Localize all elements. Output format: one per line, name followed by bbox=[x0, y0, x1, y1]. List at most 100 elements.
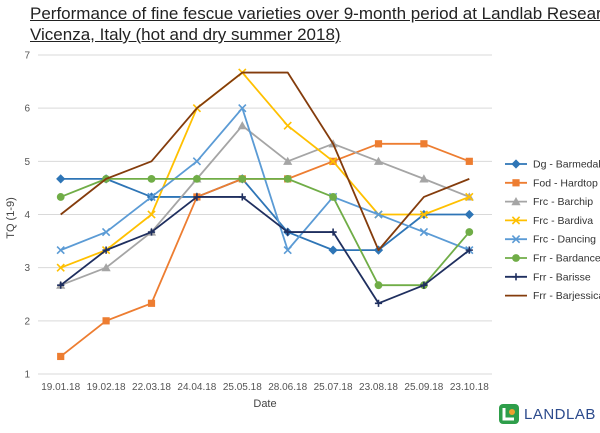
data-point bbox=[102, 317, 110, 325]
data-point bbox=[57, 352, 65, 361]
data-point bbox=[284, 228, 292, 236]
data-point bbox=[56, 245, 65, 255]
series-line bbox=[60, 142, 470, 358]
y-tick-label: 4 bbox=[24, 210, 30, 221]
data-point bbox=[193, 174, 201, 183]
data-point bbox=[328, 157, 338, 166]
data-point bbox=[56, 193, 65, 201]
legend-label: Frc - Bardiva bbox=[533, 215, 593, 227]
legend-item: Fod - Hardtop bbox=[505, 177, 598, 189]
data-point bbox=[147, 174, 156, 183]
gridlines bbox=[38, 54, 492, 375]
chart-title: Performance of fine fescue varieties ove… bbox=[30, 3, 600, 45]
data-point bbox=[328, 245, 338, 255]
series-line bbox=[60, 177, 470, 287]
data-point bbox=[56, 263, 65, 272]
x-tick-label: 19.02.18 bbox=[87, 382, 126, 393]
data-point bbox=[374, 281, 383, 290]
y-tick-label: 7 bbox=[24, 51, 30, 62]
legend-marker bbox=[511, 216, 521, 225]
data-point bbox=[238, 174, 247, 183]
legend-item: Frc - Dancing bbox=[505, 234, 596, 246]
legend-marker bbox=[511, 235, 521, 244]
axes: 1 2 3 4 5 6 7 19.01.18 19.02.18 22.03.18 24.04.18 2… bbox=[24, 51, 489, 394]
legend-label: Dg - Barmedal bbox=[533, 159, 600, 171]
legend-item: Frc - Barchip bbox=[505, 196, 593, 208]
data-point bbox=[419, 227, 429, 237]
y-axis-title: TQ (1-9) bbox=[5, 197, 17, 239]
data-point bbox=[147, 192, 156, 202]
data-point bbox=[374, 299, 383, 307]
legend-label: Frc - Dancing bbox=[533, 234, 596, 246]
data-point bbox=[420, 140, 428, 148]
legend-item: Frr - Barjessica bbox=[505, 290, 600, 302]
data-point bbox=[192, 157, 202, 166]
series-line bbox=[60, 177, 470, 252]
data-point bbox=[101, 227, 111, 237]
legend-marker bbox=[512, 254, 520, 262]
series-lines bbox=[56, 68, 474, 361]
data-point bbox=[193, 193, 201, 201]
data-point bbox=[373, 156, 384, 165]
data-point bbox=[238, 104, 247, 113]
x-tick-label: 24.04.18 bbox=[177, 382, 216, 393]
data-point bbox=[147, 299, 156, 307]
legend-marker bbox=[512, 179, 520, 187]
data-point bbox=[57, 281, 65, 289]
legend-label: Frc - Barchip bbox=[533, 196, 593, 208]
data-point bbox=[464, 209, 474, 220]
x-tick-label: 25.05.18 bbox=[223, 382, 262, 393]
legend-marker bbox=[511, 197, 521, 206]
legend-label: Frr - Bardance bbox=[533, 253, 600, 265]
legend-item: Dg - Barmedal bbox=[505, 159, 600, 171]
y-tick-label: 5 bbox=[24, 157, 30, 168]
data-point bbox=[147, 228, 156, 236]
x-tick-label: 19.01.18 bbox=[41, 382, 80, 393]
y-tick-label: 3 bbox=[24, 263, 30, 274]
series-6 bbox=[57, 193, 473, 307]
x-tick-label: 28.06.18 bbox=[268, 382, 307, 393]
data-point bbox=[374, 210, 383, 219]
data-point bbox=[237, 121, 247, 130]
data-point bbox=[465, 228, 474, 236]
series-5 bbox=[56, 174, 474, 290]
landlab-logo-icon bbox=[499, 404, 519, 424]
legend-marker bbox=[511, 159, 521, 169]
x-tick-label: 23.08.18 bbox=[359, 382, 398, 393]
legend-item: Frr - Bardance bbox=[505, 253, 600, 265]
x-tick-label: 23.10.18 bbox=[450, 382, 489, 393]
data-point bbox=[101, 263, 111, 272]
data-point bbox=[465, 157, 473, 165]
data-point bbox=[465, 192, 474, 202]
logo-text: LANDLAB bbox=[524, 405, 596, 423]
x-tick-label: 25.09.18 bbox=[404, 382, 443, 393]
series-line bbox=[60, 71, 470, 269]
legend-item: Frc - Bardiva bbox=[505, 215, 593, 227]
legend-marker bbox=[512, 273, 520, 281]
data-point bbox=[419, 210, 429, 219]
series-3 bbox=[56, 68, 474, 272]
data-point bbox=[283, 245, 292, 255]
data-point bbox=[283, 121, 292, 130]
y-tick-label: 2 bbox=[24, 316, 30, 327]
y-tick-label: 6 bbox=[24, 104, 30, 115]
data-point bbox=[465, 246, 473, 254]
legend-label: Fod - Hardtop bbox=[533, 177, 598, 189]
series-7 bbox=[60, 71, 470, 252]
data-point bbox=[102, 246, 110, 254]
landlab-logo: LANDLAB bbox=[498, 403, 596, 425]
legend: Dg - Barmedal Fod - Hardtop Frc - Barchip F… bbox=[505, 159, 600, 302]
data-point bbox=[329, 193, 337, 201]
data-point bbox=[283, 156, 293, 165]
legend-item: Frr - Barisse bbox=[505, 271, 591, 283]
x-tick-label: 25.07.18 bbox=[314, 382, 353, 393]
x-tick-label: 22.03.18 bbox=[132, 382, 171, 393]
chart-title-line-2: Vicenza, Italy (hot and dry summer 2018) bbox=[30, 25, 341, 44]
data-point bbox=[374, 140, 383, 148]
data-point bbox=[283, 174, 292, 183]
x-axis-title: Date bbox=[253, 398, 276, 410]
series-line bbox=[60, 124, 470, 287]
chart-title-line-1: Performance of fine fescue varieties ove… bbox=[30, 4, 600, 23]
data-point bbox=[420, 281, 428, 289]
data-point bbox=[56, 174, 66, 184]
